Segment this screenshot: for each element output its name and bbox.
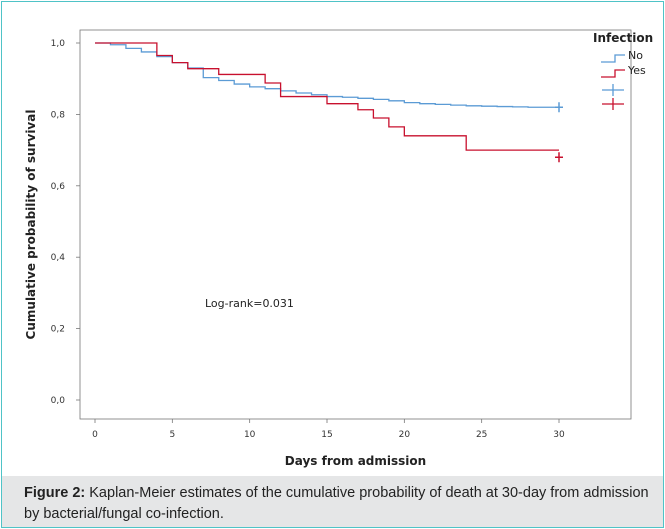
y-tick-label: 1,0 — [51, 39, 66, 49]
legend-swatch-yes — [601, 69, 625, 78]
y-tick-label: 0,2 — [51, 325, 65, 335]
censor-mark-yes — [555, 152, 563, 163]
survival-line-yes — [95, 42, 559, 151]
figure-caption: Figure 2: Kaplan-Meier estimates of the … — [2, 476, 663, 527]
legend-swatch-no — [601, 54, 625, 63]
legend-label-no: No — [628, 49, 643, 62]
y-tick-label: 0,4 — [51, 253, 66, 263]
y-tick-label: 0,6 — [51, 182, 66, 192]
censor-mark-no — [555, 102, 563, 113]
x-tick-label: 20 — [399, 430, 411, 440]
log-rank-annotation: Log-rank=0.031 — [205, 297, 294, 310]
y-axis-title: Cumulative probability of survival — [24, 110, 38, 340]
caption-text: Kaplan-Meier estimates of the cumulative… — [24, 485, 649, 522]
legend-label-yes: Yes — [627, 64, 646, 77]
x-tick-label: 5 — [169, 430, 175, 440]
caption-label: Figure 2: — [24, 485, 86, 501]
x-axis-title: Days from admission — [285, 454, 426, 468]
y-tick-label: 0,8 — [51, 110, 66, 120]
y-tick-label: 0,0 — [51, 396, 66, 406]
survival-chart: 0 5 10 15 20 25 30 0,0 0,2 0,4 0,6 0,8 1,0 Days from … — [24, 29, 653, 468]
x-tick-label: 15 — [321, 430, 332, 440]
x-tick-label: 25 — [476, 430, 487, 440]
chart-area: 0 5 10 15 20 25 30 0,0 0,2 0,4 0,6 0,8 1,0 Days from … — [2, 2, 663, 476]
legend-title: Infection — [593, 31, 653, 45]
x-tick-label: 10 — [244, 430, 256, 440]
plot-frame — [79, 29, 632, 420]
x-tick-label: 0 — [92, 430, 98, 440]
legend-censor-no — [602, 84, 624, 96]
x-tick-label: 30 — [553, 430, 565, 440]
legend-censor-yes — [602, 98, 624, 110]
